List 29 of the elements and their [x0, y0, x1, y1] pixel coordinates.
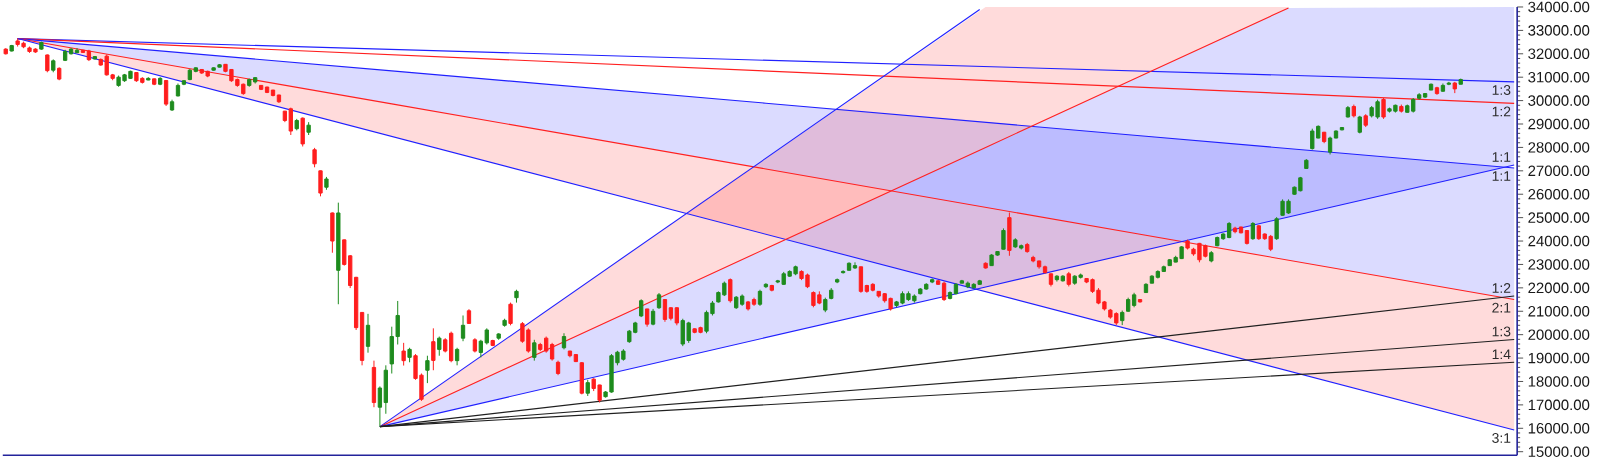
y-tick-label: 19000.00: [1528, 352, 1590, 364]
y-tick-label: 20000.00: [1528, 329, 1590, 340]
series-label: 1:2: [1492, 283, 1511, 293]
y-tick-label: 29000.00: [1528, 118, 1590, 130]
y-tick-label: 22000.00: [1528, 282, 1590, 294]
series-label: 1:1: [1492, 171, 1511, 181]
y-tick-label: 18000.00: [1528, 376, 1590, 387]
y-tick-label: 32000.00: [1528, 48, 1590, 59]
y-tick-label: 25000.00: [1528, 212, 1590, 223]
y-tick-label: 17000.00: [1528, 399, 1590, 411]
y-tick-label: 27000.00: [1528, 165, 1590, 177]
series-label: 2:1: [1492, 302, 1511, 313]
series-label: 1:3: [1492, 326, 1511, 337]
y-tick-label: 30000.00: [1528, 95, 1590, 106]
y-tick-label: 34000.00: [1528, 1, 1590, 13]
series-label: 1:2: [1492, 106, 1511, 117]
series-label: 1:4: [1492, 349, 1511, 359]
y-tick-label: 24000.00: [1528, 235, 1590, 247]
y-tick-label: 26000.00: [1528, 188, 1590, 200]
y-tick-label: 16000.00: [1528, 422, 1590, 434]
series-label: 1:3: [1492, 84, 1511, 95]
y-tick-label: 33000.00: [1528, 25, 1590, 36]
y-tick-label: 15000.00: [1528, 446, 1590, 457]
series-label: 3:1: [1492, 433, 1511, 443]
y-tick-label: 28000.00: [1528, 142, 1590, 153]
y-tick-label: 31000.00: [1528, 71, 1590, 83]
series-label: 1:1: [1492, 152, 1511, 162]
y-tick-label: 23000.00: [1528, 259, 1590, 270]
y-tick-label: 21000.00: [1528, 305, 1590, 317]
